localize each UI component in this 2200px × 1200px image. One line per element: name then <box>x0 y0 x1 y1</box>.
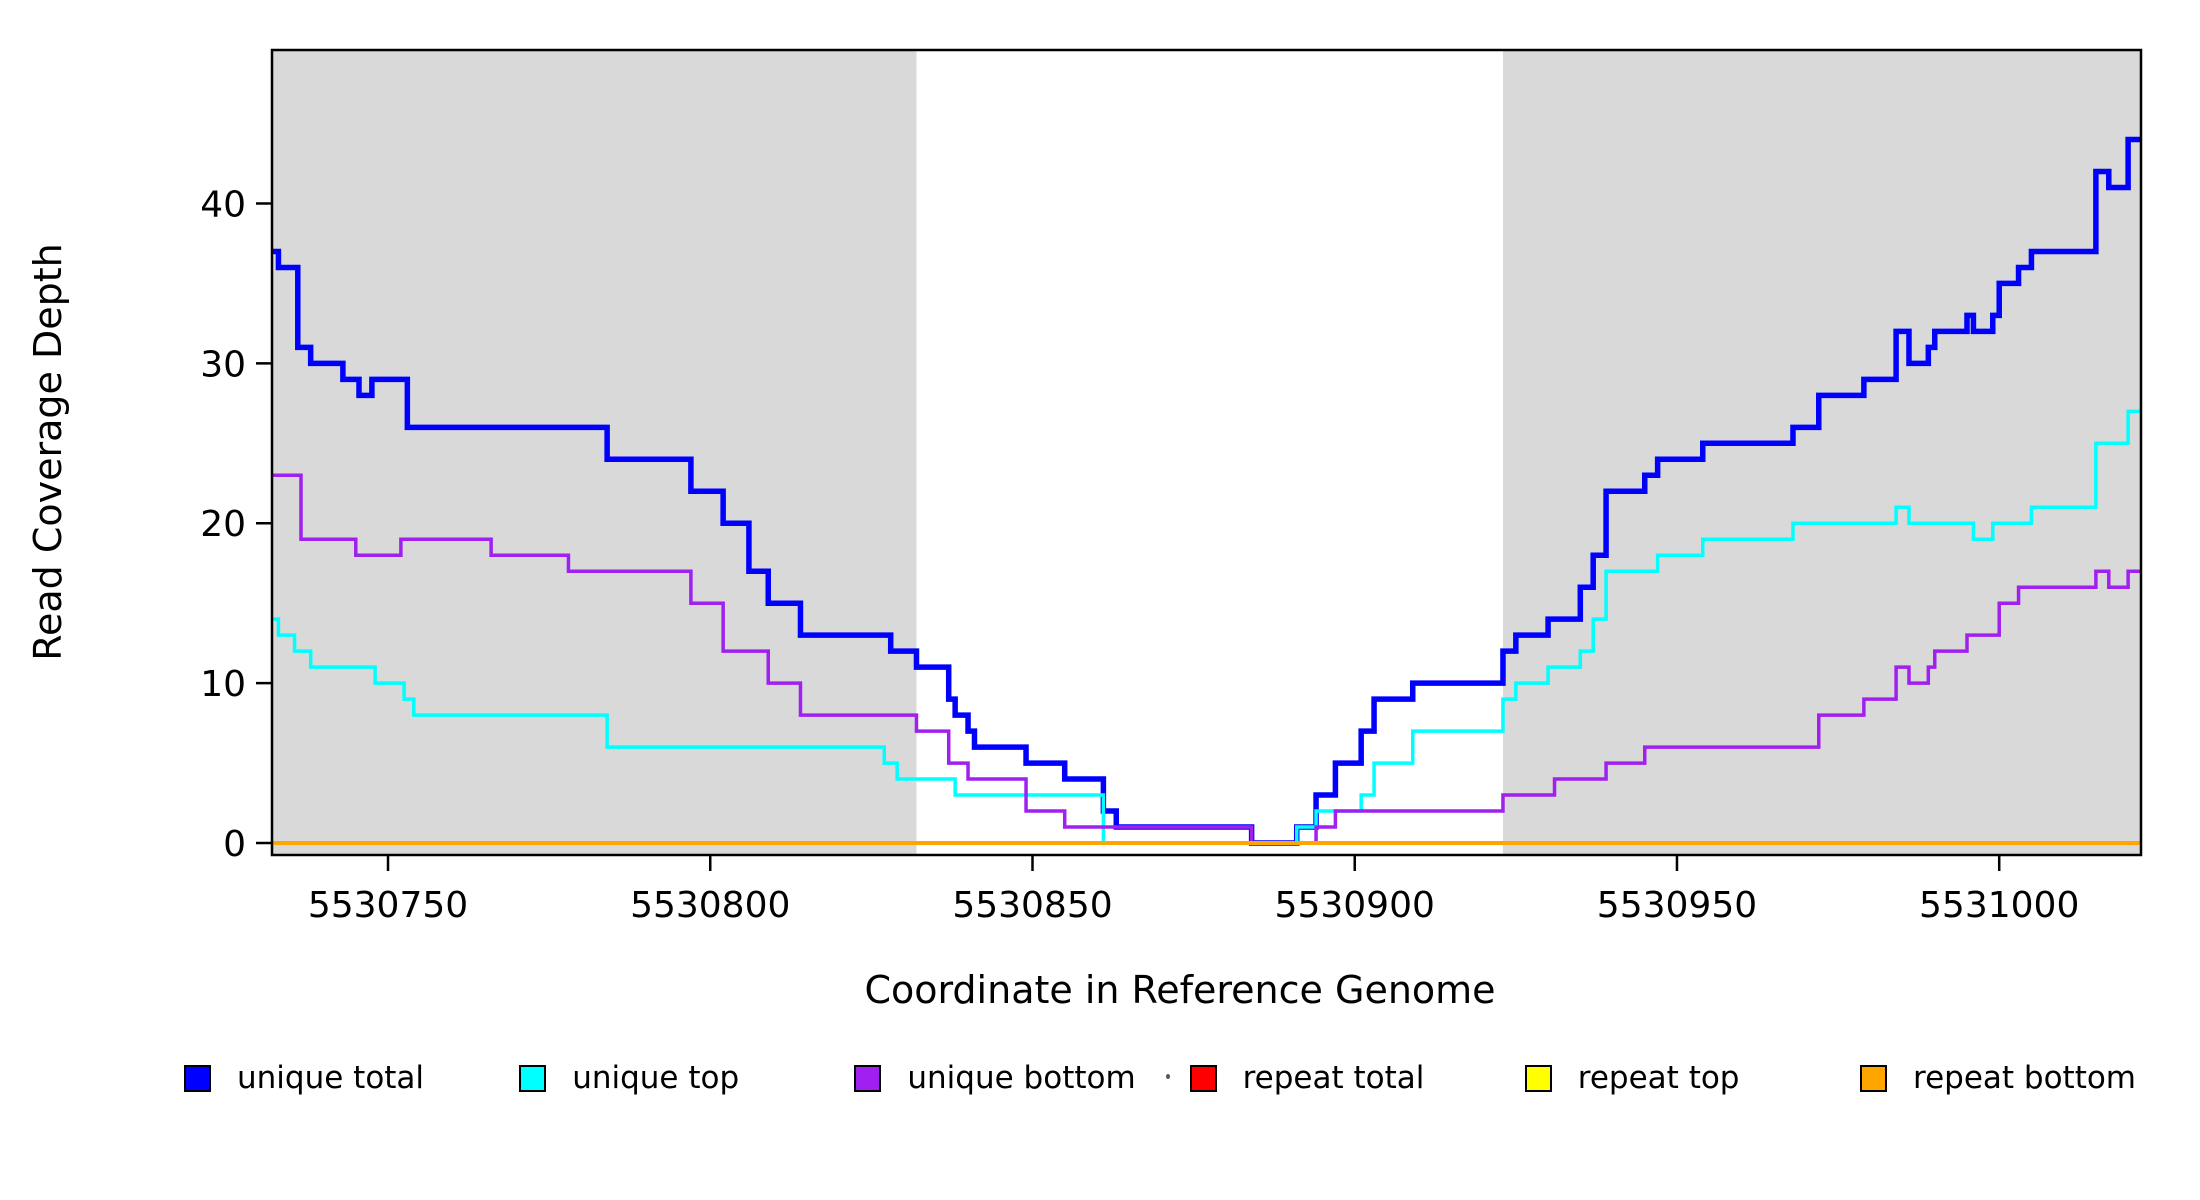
y-tick-label: 40 <box>200 184 246 225</box>
unique-top-swatch-icon <box>519 1064 547 1092</box>
x-tick-label: 5530850 <box>952 885 1112 926</box>
shaded-region-1 <box>1502 50 2141 855</box>
repeat-total-swatch-icon <box>1189 1064 1217 1092</box>
legend-label: repeat total <box>1242 1060 1425 1096</box>
legend-item-unique-total: unique total <box>184 1056 424 1100</box>
legend-label: repeat top <box>1577 1060 1740 1096</box>
legend-label: unique total <box>237 1060 425 1096</box>
shaded-region-0 <box>272 50 917 855</box>
repeat-top-swatch-icon <box>1524 1064 1552 1092</box>
legend-label: unique bottom <box>907 1060 1136 1096</box>
unique-total-swatch-icon <box>184 1064 211 1092</box>
legend-item-unique-top: unique top <box>519 1056 739 1100</box>
legend-item-repeat-total: repeat total <box>1189 1056 1425 1100</box>
y-tick-label: 30 <box>200 344 246 385</box>
plot-border <box>270 48 2143 857</box>
x-tick-label: 5530800 <box>630 885 790 926</box>
x-axis-title: Coordinate in Reference Genome <box>864 968 1496 1012</box>
legend-item-repeat-bottom: repeat bottom <box>1860 1056 2136 1100</box>
legend-label: unique top <box>572 1060 740 1096</box>
stray-dot <box>1166 1074 1170 1079</box>
x-tick-label: 5530900 <box>1275 885 1435 926</box>
legend-item-repeat-top: repeat top <box>1524 1056 1740 1100</box>
y-tick-label: 0 <box>223 824 246 865</box>
series-unique-bottom <box>272 473 2141 845</box>
y-axis-title: Read Coverage Depth <box>26 243 70 661</box>
series-unique-total <box>272 136 2141 846</box>
series-unique-top <box>272 409 2141 845</box>
x-tick-label: 5530750 <box>308 885 468 926</box>
y-tick-label: 20 <box>200 504 246 545</box>
legend-label: repeat bottom <box>1913 1060 2137 1096</box>
x-tick-label: 5530950 <box>1597 885 1757 926</box>
unique-bottom-swatch-icon <box>854 1064 882 1092</box>
legend: unique total unique top unique bottom re… <box>0 1056 2200 1116</box>
x-tick-label: 5531000 <box>1919 885 2079 926</box>
repeat-bottom-swatch-icon <box>1860 1064 1887 1092</box>
y-tick-label: 10 <box>200 664 246 705</box>
legend-item-unique-bottom: unique bottom <box>854 1056 1136 1100</box>
